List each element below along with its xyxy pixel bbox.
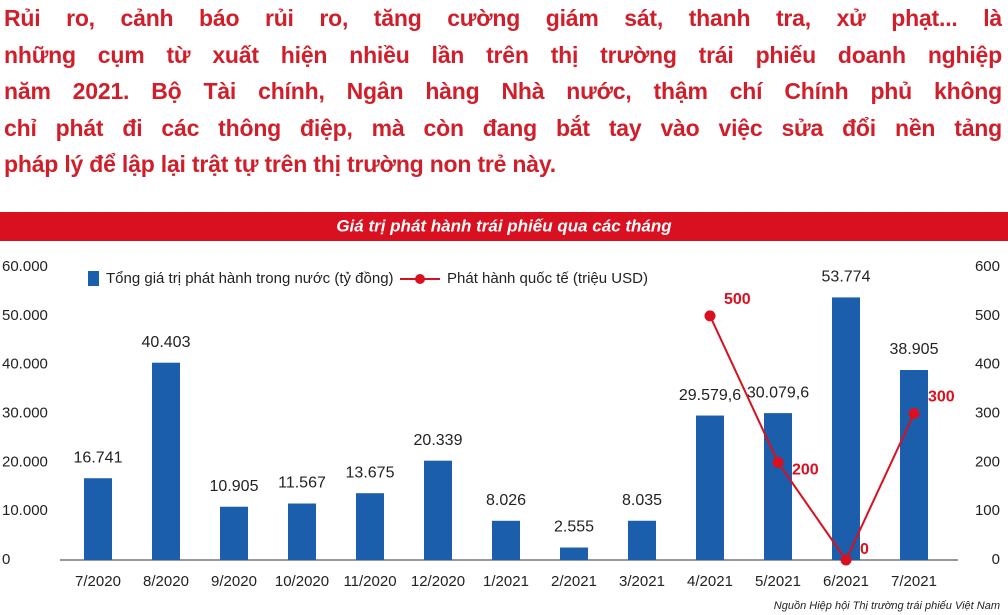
bar-label: 29.579,6 [679, 387, 741, 404]
title-banner [0, 212, 1008, 241]
y-tick-label: 30.000 [2, 404, 48, 421]
bar [424, 460, 452, 560]
y-tick-label: 0 [2, 551, 10, 568]
bar [764, 413, 792, 560]
intro-line: chỉ phát đi các thông điệp, mà còn đang … [4, 114, 1002, 141]
bar [220, 506, 248, 560]
x-tick-label: 3/2021 [619, 573, 665, 590]
x-tick-label: 8/2020 [143, 573, 189, 590]
line-label: 300 [928, 389, 955, 406]
line-label: 200 [792, 462, 819, 479]
line-label: 0 [860, 541, 869, 558]
bar [84, 478, 112, 560]
bar-label: 10.905 [210, 478, 259, 495]
intro-line: Rủi ro, cảnh báo rủi ro, tăng cường giám… [4, 5, 1002, 31]
y2-tick-label: 300 [975, 404, 1000, 421]
y-tick-label: 40.000 [2, 356, 48, 373]
x-tick-label: 12/2020 [411, 573, 465, 590]
bar [152, 362, 180, 560]
bar-label: 30.079,6 [747, 384, 809, 401]
bar-label: 38.905 [890, 341, 939, 358]
legend-swatch [415, 274, 425, 284]
bar-label: 40.403 [142, 334, 191, 351]
y-tick-label: 10.000 [2, 502, 48, 519]
x-tick-label: 7/2020 [75, 573, 121, 590]
y2-tick-label: 0 [992, 551, 1000, 568]
legend-label: Tổng giá trị phát hành trong nước (tỷ đồ… [106, 270, 394, 287]
bar-label: 20.339 [414, 432, 463, 449]
y2-tick-label: 100 [975, 502, 1000, 519]
line-point [908, 408, 920, 419]
line-point [840, 554, 852, 566]
bar-label: 16.741 [74, 449, 123, 466]
bar-label: 2.555 [554, 519, 594, 536]
legend-swatch [88, 271, 99, 286]
bar-label: 8.035 [622, 492, 662, 509]
bar [356, 493, 384, 560]
bar [492, 520, 520, 560]
bar [832, 297, 860, 560]
y2-tick-label: 500 [975, 307, 1000, 324]
chart-title: Giá trị phát hành trái phiếu qua các thá… [336, 216, 672, 235]
y-tick-label: 50.000 [2, 307, 48, 324]
bar-label: 11.567 [278, 475, 326, 492]
intro: Rủi ro, cảnh báo rủi ro, tăng cường giám… [4, 0, 1002, 183]
source: Nguồn Hiệp hội Thị trường trái phiếu Việ… [774, 600, 1000, 612]
bar-label: 8.026 [486, 492, 526, 509]
y2-tick-label: 400 [975, 356, 1000, 373]
intro-line: pháp lý để lập lại trật tự trên thị trườ… [4, 151, 556, 177]
line-point [704, 310, 716, 322]
y-tick-label: 60.000 [2, 258, 48, 275]
bar [696, 415, 724, 560]
x-tick-label: 5/2021 [755, 573, 801, 590]
y-tick-label: 20.000 [2, 453, 48, 470]
x-tick-label: 9/2020 [211, 573, 257, 590]
x-tick-label: 1/2021 [483, 573, 529, 590]
bar-label: 13.675 [346, 464, 395, 481]
bar [900, 370, 928, 560]
x-tick-label: 10/2020 [275, 573, 329, 590]
line-label: 500 [724, 291, 751, 308]
line-point [772, 456, 784, 468]
y2-tick-label: 600 [975, 258, 1000, 275]
bar-label: 53.774 [822, 269, 871, 286]
x-tick-label: 11/2020 [343, 573, 396, 590]
line [709, 315, 915, 563]
intro-line: những cụm từ xuất hiện nhiều lần trên th… [4, 41, 1002, 68]
x-tick-label: 2/2021 [551, 573, 597, 590]
x-tick-label: 6/2021 [823, 573, 869, 590]
bar [560, 547, 588, 560]
x-tick-label: 4/2021 [687, 573, 733, 590]
y2-tick-label: 200 [975, 453, 1000, 470]
bar [288, 503, 316, 560]
intro-line: năm 2021. Bộ Tài chính, Ngân hàng Nhà nư… [4, 78, 1002, 104]
x-tick-label: 7/2021 [891, 573, 937, 590]
bar [628, 520, 656, 560]
legend-label: Phát hành quốc tế (triệu USD) [447, 270, 648, 287]
